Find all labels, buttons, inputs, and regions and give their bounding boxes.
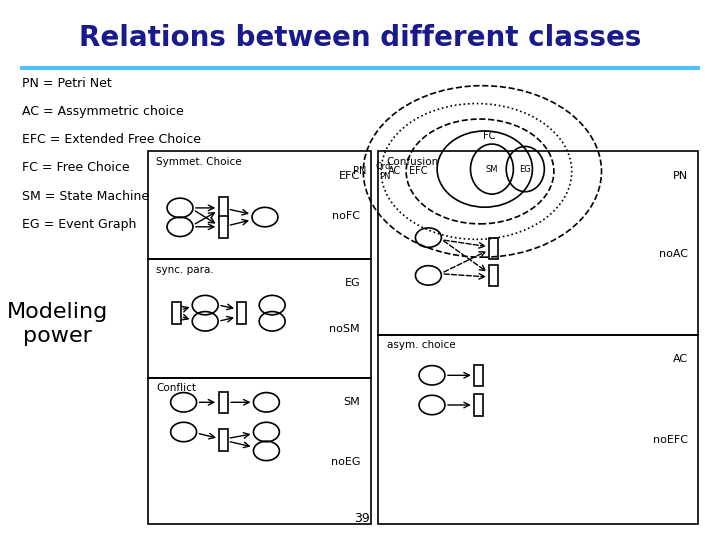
Bar <box>219 216 228 238</box>
Text: FC: FC <box>483 131 496 141</box>
Bar <box>236 302 246 324</box>
Text: Symmet. Choice: Symmet. Choice <box>156 157 242 167</box>
Bar <box>172 302 181 324</box>
Bar <box>474 394 484 416</box>
Bar <box>219 392 228 413</box>
Text: asym. choice: asym. choice <box>387 340 455 350</box>
Text: EG = Event Graph: EG = Event Graph <box>22 218 136 231</box>
Bar <box>219 429 228 451</box>
Text: EFC: EFC <box>409 166 428 177</box>
Text: sync. para.: sync. para. <box>156 265 214 275</box>
Text: AC: AC <box>672 354 688 364</box>
Bar <box>474 364 484 386</box>
Text: SM: SM <box>343 397 360 407</box>
Text: PN: PN <box>354 166 367 177</box>
Text: noEG: noEG <box>330 457 360 467</box>
Text: EFC = Extended Free Choice: EFC = Extended Free Choice <box>22 133 201 146</box>
Text: PN = Petri Net: PN = Petri Net <box>22 77 112 90</box>
Bar <box>148 378 371 524</box>
Text: noSM: noSM <box>329 325 360 334</box>
Text: noEFC: noEFC <box>652 435 688 445</box>
Text: SM: SM <box>486 165 498 173</box>
Text: EFC: EFC <box>339 171 360 180</box>
Text: Modeling
power: Modeling power <box>7 302 108 346</box>
Bar <box>378 335 698 524</box>
Bar <box>148 259 371 378</box>
Bar <box>148 151 371 259</box>
Text: AC = Assymmetric choice: AC = Assymmetric choice <box>22 105 184 118</box>
Text: Relations between different classes: Relations between different classes <box>78 24 642 52</box>
Text: FC = Free Choice: FC = Free Choice <box>22 161 129 174</box>
Text: noAC: noAC <box>659 249 688 259</box>
Bar <box>489 265 498 286</box>
Text: Confusion: Confusion <box>387 157 439 167</box>
Text: noFC: noFC <box>332 211 360 221</box>
Text: PN: PN <box>672 171 688 180</box>
Bar <box>219 197 228 219</box>
Text: 39: 39 <box>354 512 370 525</box>
Text: EG: EG <box>519 165 531 173</box>
Bar <box>378 151 698 335</box>
Text: Conflict: Conflict <box>156 383 197 394</box>
Bar <box>489 238 498 259</box>
Text: SM = State Machine: SM = State Machine <box>22 190 149 202</box>
Text: AC: AC <box>388 166 402 177</box>
Text: Ord.
PN: Ord. PN <box>376 162 394 181</box>
Text: EG: EG <box>344 279 360 288</box>
